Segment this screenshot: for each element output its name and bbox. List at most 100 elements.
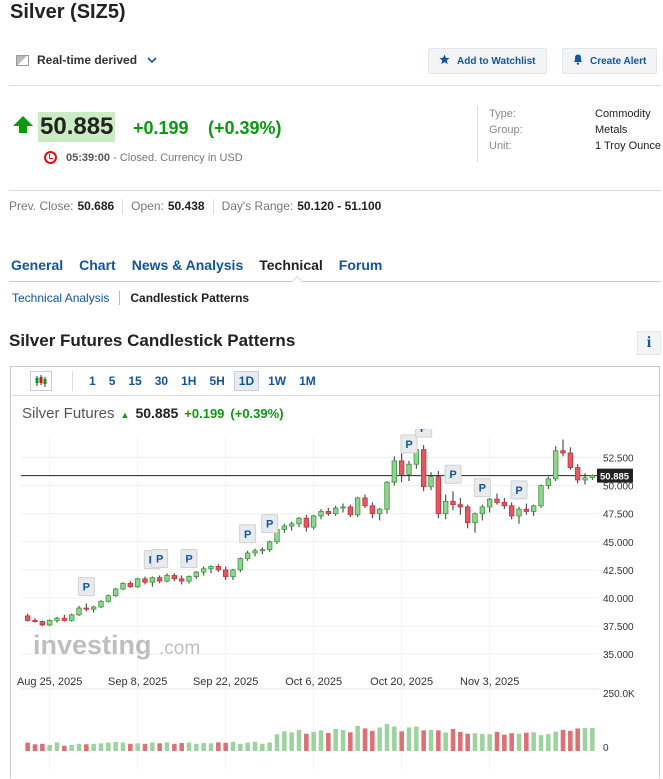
volume-bar (421, 730, 426, 751)
tab-technical[interactable]: Technical (259, 257, 323, 273)
volume-bar (62, 745, 67, 751)
candle-body (296, 517, 302, 525)
interval-1m[interactable]: 1M (299, 374, 316, 388)
pattern-marker-label: P (266, 519, 273, 531)
stats-separator (122, 199, 124, 214)
x-tick-label: Sep 8, 2025 (108, 676, 167, 688)
quote-time: 05:39:00 (66, 152, 111, 164)
pattern-marker-label: P (156, 553, 163, 565)
stats-separator (212, 199, 214, 214)
volume-bar (142, 743, 148, 751)
volume-bar (230, 741, 236, 751)
tab-chart[interactable]: Chart (79, 257, 116, 273)
current-price-box (597, 468, 633, 483)
pattern-marker-box (415, 429, 433, 438)
interval-30[interactable]: 30 (154, 374, 169, 388)
info-icon[interactable]: i (637, 331, 661, 355)
interval-1d[interactable]: 1D (233, 371, 260, 391)
volume-bar (509, 733, 514, 751)
pattern-marker-label: P (449, 469, 456, 481)
prev-close-value: 50.686 (77, 199, 115, 213)
days-range-label: Day's Range: (221, 199, 294, 213)
y-tick-label: 50.000 (603, 482, 634, 493)
volume-bar (106, 742, 111, 751)
volume-bar (194, 743, 199, 751)
pattern-marker-box (444, 464, 462, 484)
candle-body (76, 607, 82, 616)
candle-body (472, 513, 478, 524)
tab-general[interactable]: General (11, 257, 64, 273)
pattern-marker-box (510, 480, 528, 500)
volume-bar (348, 732, 353, 751)
interval-1h[interactable]: 1H (181, 374, 197, 388)
candle-body (120, 582, 126, 590)
interval-15[interactable]: 15 (128, 374, 142, 388)
pattern-marker-box (77, 577, 95, 597)
volume-bar (238, 743, 243, 751)
candle-body (149, 577, 156, 583)
candle-body (61, 617, 68, 621)
y-tick-label: 45.000 (603, 538, 634, 549)
candle-body (560, 450, 566, 454)
interval-5[interactable]: 5 (108, 374, 116, 388)
volume-bar (575, 728, 580, 751)
candle-body (391, 460, 398, 483)
candle-body (32, 620, 38, 622)
technical-analysis-link[interactable]: Technical Analysis (12, 291, 110, 305)
candle-body (178, 578, 185, 582)
star-icon (439, 54, 450, 68)
unit-value: 1 Troy Ounce (595, 140, 662, 152)
volume-bar (531, 732, 536, 751)
candle-body (142, 578, 148, 583)
sub-navigation: Technical Analysis Candlestick Patterns (12, 291, 249, 305)
volume-bar (32, 744, 38, 751)
candle-body (193, 571, 200, 578)
candle-body (332, 507, 339, 515)
prev-close-label: Prev. Close: (9, 199, 74, 213)
pattern-marker-box (473, 478, 491, 498)
candle-body (325, 511, 332, 515)
add-to-watchlist-button[interactable]: Add to Watchlist (428, 48, 547, 74)
candle-body (376, 508, 383, 515)
candle-body (523, 508, 530, 512)
current-price-label: 50.885 (600, 472, 630, 483)
candle-body (545, 478, 552, 486)
candle-body (222, 569, 229, 578)
open-value: 50.438 (167, 199, 205, 213)
interval-1w[interactable]: 1W (268, 374, 287, 388)
candlestick-type-icon[interactable] (30, 371, 52, 391)
candle-body (516, 508, 522, 517)
volume-bar (524, 732, 529, 751)
interval-5h[interactable]: 5H (209, 374, 225, 388)
chart-toolbar: 1 5 15 30 1H 5H 1D 1W 1M (11, 367, 661, 395)
volume-bar (568, 730, 573, 751)
candlestick-chart[interactable]: investing.comPPPPPPPPPPP52.50050.00047.5… (11, 429, 659, 779)
candle-body (134, 578, 141, 588)
volume-bar (480, 733, 485, 751)
tab-forum[interactable]: Forum (338, 257, 383, 273)
realtime-selector[interactable]: Real-time derived (16, 53, 157, 67)
legend-name: Silver Futures (22, 405, 115, 422)
candle-body (215, 566, 222, 571)
interval-1[interactable]: 1 (89, 374, 96, 388)
x-tick-label: Nov 3, 2025 (460, 676, 519, 688)
pattern-marker-label: P (244, 529, 251, 541)
info-divider (477, 106, 478, 162)
volume-bar (69, 745, 74, 751)
main-tabs: General Chart News & Analysis Technical … (11, 257, 398, 273)
volume-bar (164, 742, 170, 751)
x-tick-label: Sep 22, 2025 (193, 676, 258, 688)
candlestick-patterns-current: Candlestick Patterns (130, 291, 250, 305)
volume-bar (179, 743, 184, 751)
legend-change-percent: (+0.39%) (230, 406, 284, 421)
candle-body (90, 606, 97, 610)
volume-bar (150, 742, 155, 751)
create-alert-button[interactable]: Create Alert (562, 48, 658, 74)
candle-body (200, 568, 207, 573)
price-change-percent: (+0.39%) (208, 118, 282, 138)
candle-body (362, 497, 368, 507)
candle-body (479, 506, 486, 515)
chart-legend: Silver Futures ▲ 50.885 +0.199 (+0.39%) (22, 405, 284, 422)
volume-bar (260, 743, 265, 751)
tab-news-analysis[interactable]: News & Analysis (131, 257, 244, 273)
